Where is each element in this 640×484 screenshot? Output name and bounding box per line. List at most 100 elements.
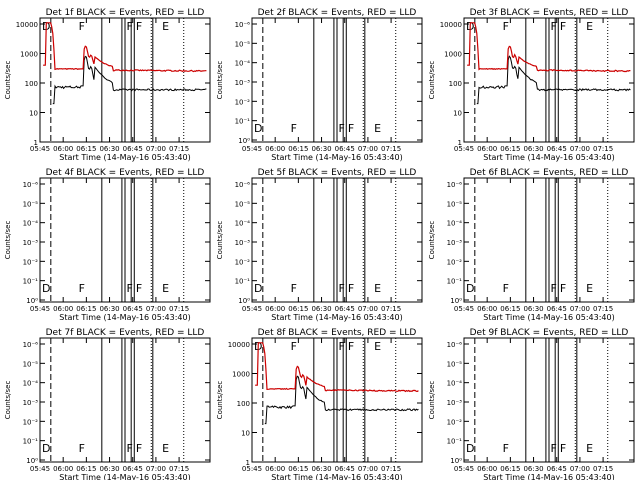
panel-title: Det 8f BLACK = Events, RED = LLD bbox=[258, 328, 417, 338]
x-tick-label: 06:45 bbox=[547, 145, 567, 153]
x-tick-label: 06:15 bbox=[288, 305, 308, 313]
x-tick-label: 06:30 bbox=[523, 465, 543, 473]
x-tick-label: 06:45 bbox=[335, 305, 355, 313]
x-tick-label: 07:00 bbox=[358, 465, 378, 473]
x-tick-label: 05:45 bbox=[454, 145, 474, 153]
x-tick-label: 06:45 bbox=[123, 145, 143, 153]
y-tick-label: 10⁻² bbox=[235, 98, 251, 106]
y-tick-label: 10⁻⁶ bbox=[447, 181, 463, 189]
lld-series-line bbox=[43, 22, 207, 73]
y-tick-label: 10⁻¹ bbox=[235, 278, 251, 286]
panel-title: Det 7f BLACK = Events, RED = LLD bbox=[46, 328, 205, 338]
y-tick-label: 10⁻³ bbox=[23, 399, 39, 407]
y-tick-label: 10⁻⁴ bbox=[235, 60, 251, 68]
marker-letter: E bbox=[162, 20, 169, 33]
x-tick-label: 06:00 bbox=[477, 465, 497, 473]
marker-letter: F bbox=[339, 282, 345, 295]
marker-letter: F bbox=[136, 442, 142, 455]
y-tick-label: 100 bbox=[25, 80, 38, 88]
y-tick-label: 10⁻³ bbox=[447, 399, 463, 407]
marker-letter: F bbox=[551, 282, 557, 295]
marker-letter: D bbox=[466, 282, 474, 295]
detector-panel-2: Det 2f BLACK = Events, RED = LLD Counts/s… bbox=[216, 8, 423, 162]
y-tick-label: 10⁰ bbox=[26, 297, 38, 305]
marker-letter: F bbox=[291, 122, 297, 135]
y-axis-label: Counts/sec bbox=[4, 381, 12, 420]
y-tick-label: 10⁻¹ bbox=[23, 438, 39, 446]
marker-letter: F bbox=[348, 282, 354, 295]
x-tick-label: 07:15 bbox=[381, 465, 401, 473]
y-tick-label: 10⁻² bbox=[235, 258, 251, 266]
marker-letter: F bbox=[503, 20, 509, 33]
x-tick-label: 05:45 bbox=[242, 465, 262, 473]
x-tick-label: 07:00 bbox=[570, 145, 590, 153]
marker-letter: E bbox=[586, 442, 593, 455]
marker-letter: F bbox=[136, 282, 142, 295]
y-axis-label: Counts/sec bbox=[428, 61, 436, 100]
x-tick-label: 06:15 bbox=[76, 145, 96, 153]
marker-letter: D bbox=[254, 122, 262, 135]
detector-panel-5: Det 5f BLACK = Events, RED = LLD Counts/s… bbox=[216, 168, 423, 322]
events-series-line bbox=[476, 55, 631, 105]
x-tick-label: 06:30 bbox=[523, 305, 543, 313]
marker-letter: F bbox=[348, 122, 354, 135]
y-tick-label: 10⁻⁶ bbox=[447, 341, 463, 349]
x-axis-label: Start Time (14-May-16 05:43:40) bbox=[271, 313, 402, 322]
x-tick-label: 06:15 bbox=[500, 465, 520, 473]
x-tick-label: 07:00 bbox=[146, 145, 166, 153]
x-tick-label: 07:15 bbox=[381, 305, 401, 313]
y-tick-label: 100 bbox=[237, 400, 250, 408]
detector-panel-9: Det 9f BLACK = Events, RED = LLD Counts/s… bbox=[428, 328, 635, 482]
x-tick-label: 07:00 bbox=[146, 465, 166, 473]
x-tick-label: 06:45 bbox=[123, 305, 143, 313]
y-tick-label: 10 bbox=[29, 110, 38, 118]
x-tick-label: 06:15 bbox=[288, 465, 308, 473]
x-tick-label: 06:45 bbox=[123, 465, 143, 473]
y-tick-label: 10⁻⁵ bbox=[235, 200, 251, 208]
marker-letter: F bbox=[560, 20, 566, 33]
x-axis-label: Start Time (14-May-16 05:43:40) bbox=[271, 473, 402, 480]
x-tick-label: 07:15 bbox=[593, 305, 613, 313]
y-tick-label: 100 bbox=[449, 80, 462, 88]
x-tick-label: 06:15 bbox=[76, 465, 96, 473]
y-tick-label: 10⁻¹ bbox=[235, 118, 251, 126]
x-tick-label: 07:00 bbox=[570, 305, 590, 313]
x-tick-label: 07:15 bbox=[169, 145, 189, 153]
x-tick-label: 05:45 bbox=[454, 305, 474, 313]
lld-series-line bbox=[467, 22, 631, 73]
y-tick-label: 10⁻⁵ bbox=[235, 40, 251, 48]
y-tick-label: 1 bbox=[34, 139, 38, 147]
marker-letter: F bbox=[127, 442, 133, 455]
lld-series-line bbox=[255, 342, 419, 393]
x-axis-label: Start Time (14-May-16 05:43:40) bbox=[59, 153, 190, 162]
detector-panel-6: Det 6f BLACK = Events, RED = LLD Counts/s… bbox=[428, 168, 635, 322]
panel-title: Det 1f BLACK = Events, RED = LLD bbox=[46, 8, 205, 18]
x-axis-label: Start Time (14-May-16 05:43:40) bbox=[483, 153, 614, 162]
panel-title: Det 6f BLACK = Events, RED = LLD bbox=[470, 168, 629, 178]
y-tick-label: 10⁻⁵ bbox=[23, 200, 39, 208]
x-tick-label: 07:15 bbox=[169, 305, 189, 313]
y-tick-label: 10⁻¹ bbox=[447, 278, 463, 286]
y-tick-label: 10⁻⁶ bbox=[235, 21, 251, 29]
x-axis-label: Start Time (14-May-16 05:43:40) bbox=[59, 473, 190, 480]
x-tick-label: 06:45 bbox=[547, 465, 567, 473]
events-series-line bbox=[264, 375, 419, 425]
x-tick-label: 06:45 bbox=[335, 465, 355, 473]
x-tick-label: 06:30 bbox=[523, 145, 543, 153]
x-tick-label: 06:00 bbox=[477, 305, 497, 313]
y-tick-label: 10⁻² bbox=[447, 258, 463, 266]
x-tick-label: 06:00 bbox=[53, 145, 73, 153]
y-tick-label: 1000 bbox=[444, 51, 462, 59]
x-tick-label: 05:45 bbox=[454, 465, 474, 473]
y-tick-label: 10⁻³ bbox=[23, 239, 39, 247]
marker-letter: F bbox=[503, 442, 509, 455]
y-tick-label: 10⁻⁶ bbox=[23, 181, 39, 189]
marker-letter: F bbox=[127, 20, 133, 33]
x-tick-label: 06:00 bbox=[265, 145, 285, 153]
x-tick-label: 06:15 bbox=[288, 145, 308, 153]
marker-letter: D bbox=[254, 282, 262, 295]
y-tick-label: 10⁻² bbox=[23, 258, 39, 266]
x-tick-label: 06:30 bbox=[99, 305, 119, 313]
detector-panel-3: Det 3f BLACK = Events, RED = LLD Counts/s… bbox=[428, 8, 635, 162]
panel-title: Det 3f BLACK = Events, RED = LLD bbox=[470, 8, 629, 18]
